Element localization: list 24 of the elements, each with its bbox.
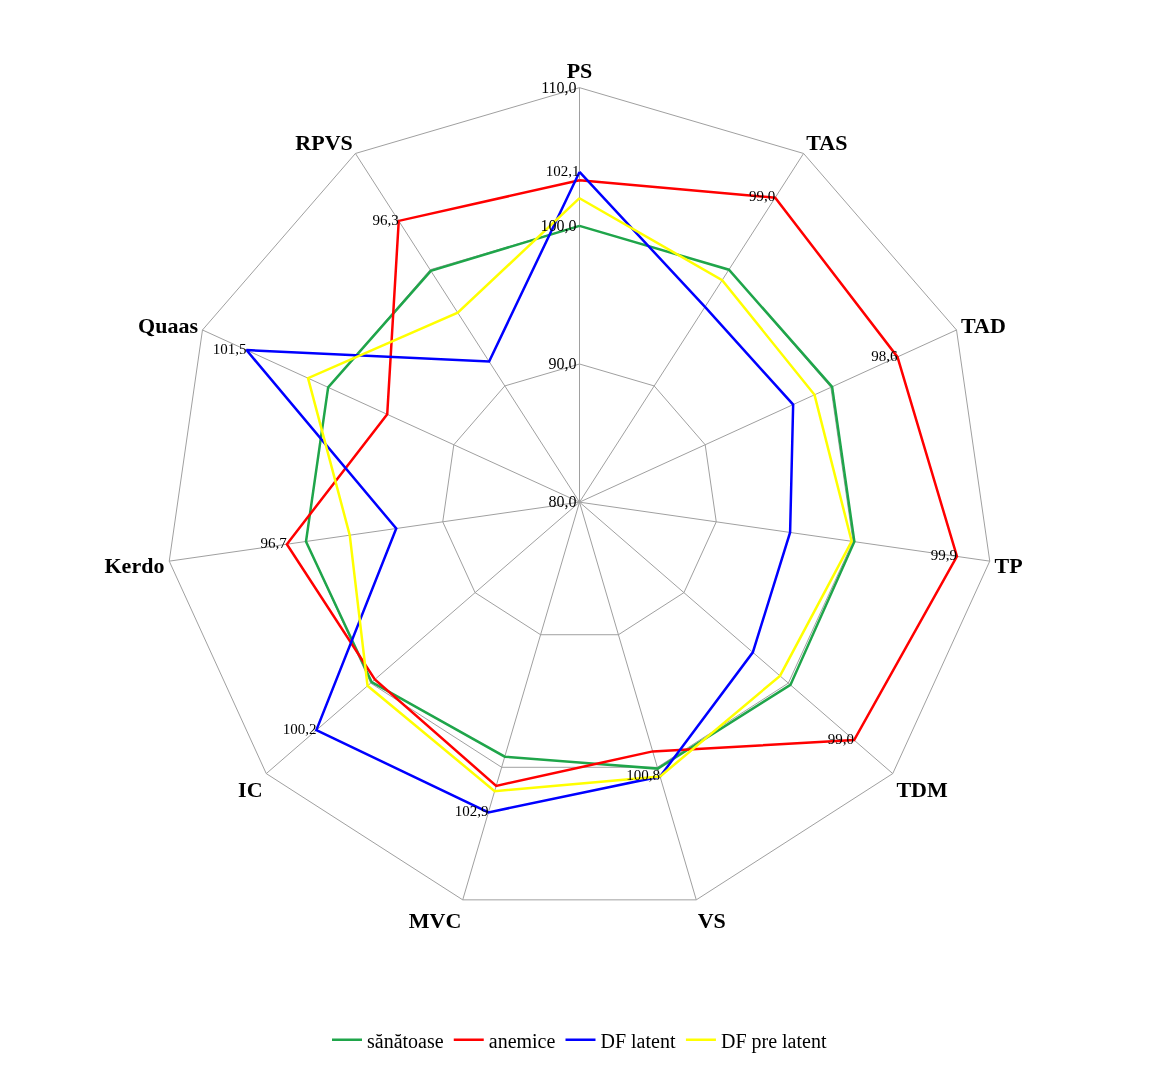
spoke-label: TDM [896,777,949,803]
text: 102,9 [454,803,489,820]
spoke-label: Quaas [138,313,199,339]
text: 98,6 [871,347,898,364]
spoke-label: RPVS [295,129,353,155]
text: 96,7 [260,534,288,551]
spoke-label: TAD [960,313,1006,339]
spoke-label: TP [994,552,1023,578]
text: 102,1 [545,162,580,179]
y-tick-label: 80,0 [548,493,577,511]
text: 101,5 [212,340,247,357]
spoke-label: VS [697,907,726,933]
spoke-label: Kerdo [104,552,165,578]
spoke-label: IC [238,777,263,803]
y-tick-label: 110,0 [541,78,577,96]
legend-label: sănătoase [367,1029,444,1052]
y-tick-label: 90,0 [548,355,577,373]
spoke-label: MVC [408,907,462,933]
text: 100,2 [282,720,317,737]
legend-label: DF pre latent [720,1029,827,1053]
legend-label: DF latent [600,1029,676,1052]
legend-label: anemice [488,1029,556,1052]
text: 96,3 [372,211,399,228]
spoke-label: TAS [806,129,848,155]
